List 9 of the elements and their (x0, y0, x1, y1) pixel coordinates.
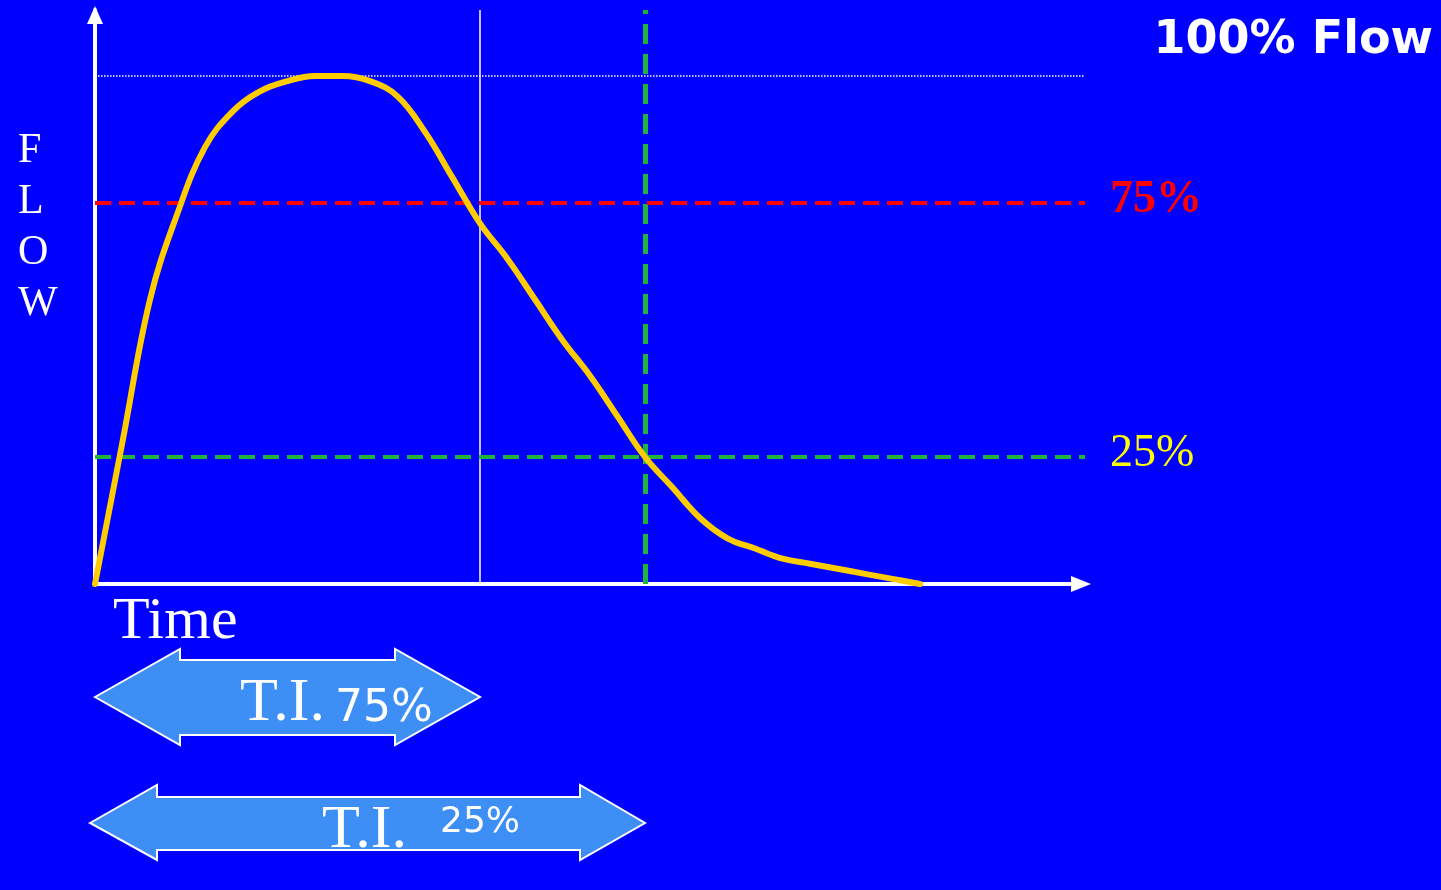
text: 25% (440, 798, 521, 840)
ref-line-label: 75% (1110, 170, 1202, 222)
ref-line-label: 25% (1110, 424, 1195, 476)
ref-line-label: 100% Flow (1153, 10, 1434, 65)
text: T.I. (240, 665, 325, 733)
x-axis-title: Time (113, 585, 238, 651)
text: T.I. (322, 792, 407, 860)
y-axis-title: FLOW (18, 124, 58, 324)
text: 75% (335, 679, 433, 731)
